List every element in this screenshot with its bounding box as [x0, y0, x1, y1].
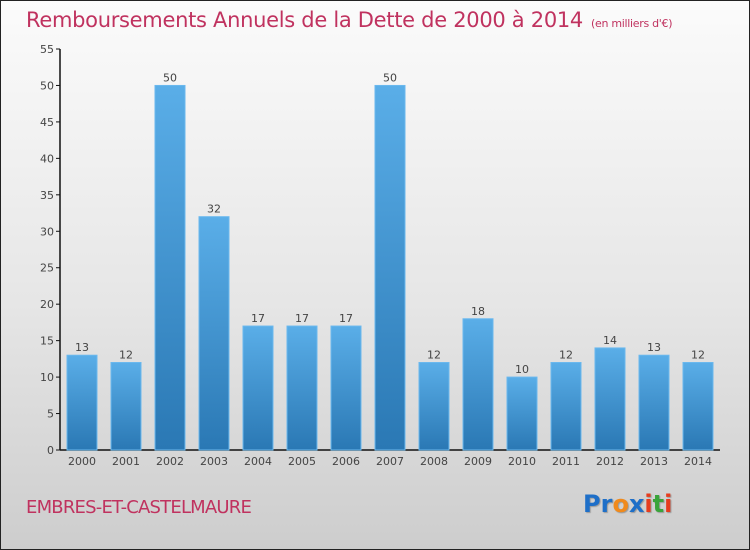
x-tick-label: 2005	[288, 455, 316, 468]
town-name: EMBRES-ET-CASTELMAURE	[26, 497, 252, 518]
x-tick-label: 2011	[552, 455, 580, 468]
bar-2009	[462, 318, 494, 451]
y-tick-label: 45	[40, 116, 54, 129]
logo-letter: t	[652, 490, 665, 518]
x-tick-label: 2002	[156, 455, 184, 468]
bar-2001	[110, 362, 142, 451]
data-label-2009: 18	[471, 305, 485, 318]
x-tick-label: 2000	[68, 455, 96, 468]
logo-letter: x	[628, 490, 645, 518]
data-label-2003: 32	[207, 203, 221, 216]
proxiti-logo[interactable]: Proxiti	[583, 490, 672, 518]
chart-title: Remboursements Annuels de la Dette de 20…	[26, 8, 672, 32]
bar-2013	[638, 354, 670, 451]
x-tick-label: 2014	[684, 455, 712, 468]
y-tick-label: 15	[40, 335, 54, 348]
data-label-2005: 17	[295, 312, 309, 325]
data-label-2000: 13	[75, 341, 89, 354]
y-tick-label: 0	[47, 444, 54, 457]
title-text: Remboursements Annuels de la Dette de 20…	[26, 8, 583, 32]
x-tick-label: 2010	[508, 455, 536, 468]
logo-letter: r	[600, 490, 613, 518]
y-tick-label: 5	[47, 408, 54, 421]
y-tick-label: 40	[40, 152, 54, 165]
logo-letter: i	[644, 490, 653, 518]
data-label-2007: 50	[383, 71, 397, 84]
x-tick-label: 2008	[420, 455, 448, 468]
unit-label: (en milliers d'€)	[591, 17, 673, 30]
bar-2011	[550, 362, 582, 451]
x-tick-label: 2009	[464, 455, 492, 468]
logo-letter: P	[583, 490, 601, 518]
bar-2005	[286, 325, 318, 451]
x-tick-label: 2013	[640, 455, 668, 468]
data-label-2014: 12	[691, 349, 705, 362]
data-label-2012: 14	[603, 334, 617, 347]
x-tick-label: 2001	[112, 455, 140, 468]
bar-2004	[242, 325, 274, 451]
y-tick-label: 55	[40, 43, 54, 56]
data-label-2013: 13	[647, 341, 661, 354]
bar-2000	[66, 354, 98, 451]
y-tick-label: 25	[40, 262, 54, 275]
bar-2002	[154, 84, 186, 451]
x-tick-label: 2007	[376, 455, 404, 468]
x-tick-label: 2012	[596, 455, 624, 468]
data-label-2011: 12	[559, 349, 573, 362]
bar-2012	[594, 347, 626, 451]
data-label-2004: 17	[251, 312, 265, 325]
x-tick-label: 2006	[332, 455, 360, 468]
y-tick-label: 35	[40, 189, 54, 202]
bar-2008	[418, 362, 450, 451]
x-tick-label: 2004	[244, 455, 272, 468]
y-tick-label: 20	[40, 298, 54, 311]
y-tick-label: 10	[40, 371, 54, 384]
y-tick-label: 30	[40, 225, 54, 238]
x-tick-label: 2003	[200, 455, 228, 468]
data-label-2008: 12	[427, 349, 441, 362]
logo-letter: o	[612, 490, 629, 518]
y-tick-label: 50	[40, 79, 54, 92]
bar-2010	[506, 376, 538, 451]
logo-letter: i	[664, 490, 673, 518]
bar-2006	[330, 325, 362, 451]
bar-2003	[198, 216, 230, 451]
bar-2014	[682, 362, 714, 451]
data-label-2006: 17	[339, 312, 353, 325]
data-label-2002: 50	[163, 71, 177, 84]
data-label-2001: 12	[119, 349, 133, 362]
data-label-2010: 10	[515, 363, 529, 376]
bar-2007	[374, 84, 406, 451]
